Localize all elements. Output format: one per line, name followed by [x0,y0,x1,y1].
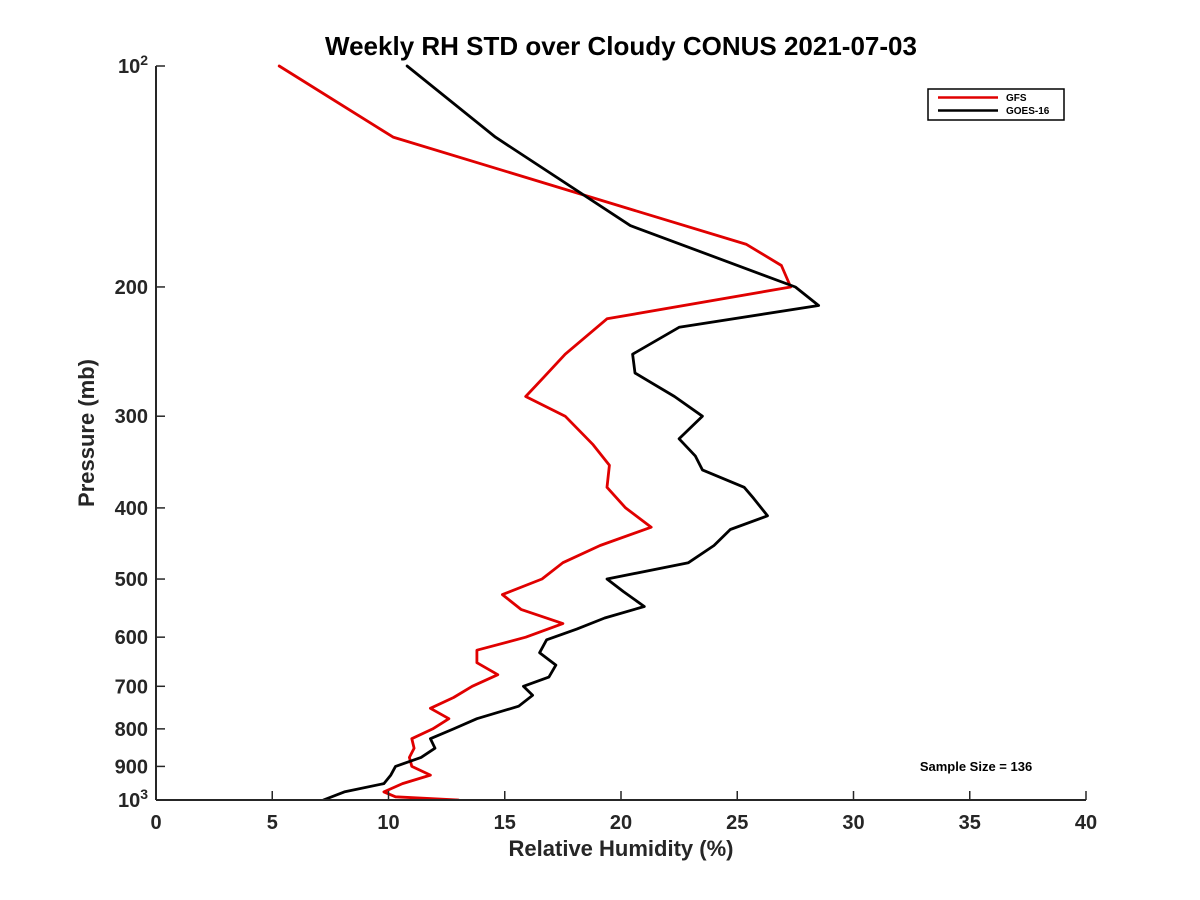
x-tick-label: 10 [377,812,399,834]
x-tick-label: 25 [726,812,748,834]
y-tick-label: 200 [115,277,148,299]
x-tick-label: 40 [1075,812,1097,834]
x-tick-label: 0 [150,812,161,834]
y-tick-label: 300 [115,406,148,428]
y-tick-label: 400 [115,498,148,520]
x-axis-label: Relative Humidity (%) [509,836,734,861]
y-tick-label: 500 [115,569,148,591]
y-axis-label: Pressure (mb) [74,359,99,507]
x-tick-label: 5 [267,812,278,834]
y-tick-label: 900 [115,756,148,778]
x-tick-label: 30 [842,812,864,834]
legend-box [927,88,1065,121]
legend-label-gfs: GFS [1006,93,1027,104]
x-ticks: 0 5 10 15 20 25 30 35 40 [150,791,1097,834]
chart-title: Weekly RH STD over Cloudy CONUS 2021-07-… [325,31,917,61]
y-tick-label: 600 [115,627,148,649]
y-tick-label: 102 [118,52,148,78]
x-tick-label: 35 [959,812,981,834]
series-layer [277,64,820,800]
y-tick-label: 700 [115,676,148,698]
x-tick-label: 15 [494,812,516,834]
y-ticks: 102 200 300 400 500 600 700 800 900 103 [115,52,165,812]
x-tick-label: 20 [610,812,632,834]
legend-label-goes16: GOES-16 [1006,106,1050,117]
y-tick-label: 103 [118,786,148,812]
series-line-gfs [277,64,793,800]
y-tick-label: 800 [115,719,148,741]
series-line-goes16 [321,64,820,800]
sample-size-annotation: Sample Size = 136 [920,759,1032,774]
legend: GFS GOES-16 [927,88,1065,121]
